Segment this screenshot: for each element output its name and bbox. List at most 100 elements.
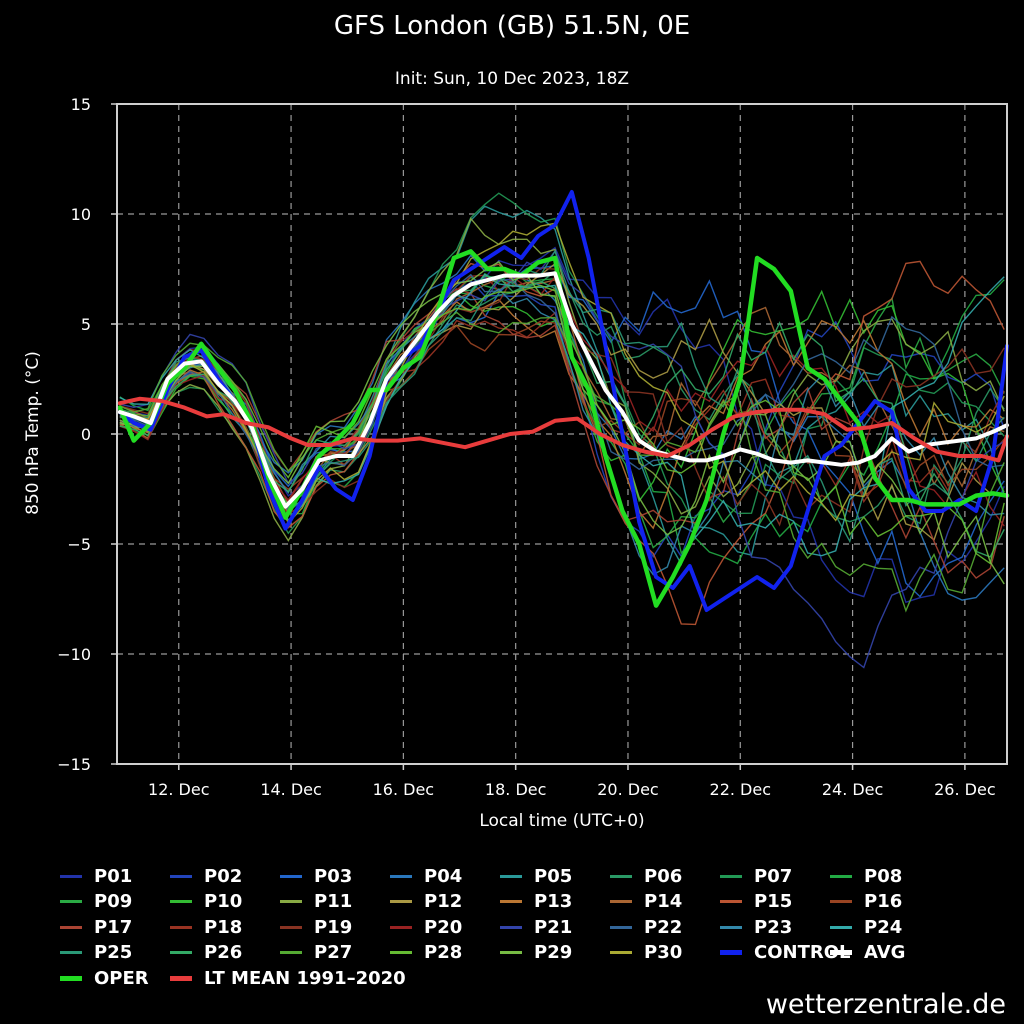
axis-ticks: 15 10 5 0 −5 −10 −15 12. Dec 14. Dec 16. Dec 18. D…	[57, 95, 995, 799]
ensemble-line-P01	[119, 246, 1005, 604]
x-tick-label: 22. Dec	[710, 780, 772, 799]
legend-swatch	[720, 925, 742, 929]
legend-label: P15	[754, 891, 793, 912]
legend-label: P30	[644, 942, 683, 963]
ensemble-lines	[119, 192, 1005, 669]
legend-swatch	[170, 874, 192, 878]
legend-label: P25	[94, 942, 133, 963]
legend-label: P27	[314, 942, 353, 963]
legend-item-p09: P09	[60, 890, 132, 914]
legend-item-p07: P07	[720, 864, 792, 888]
legend-swatch	[170, 951, 192, 954]
legend-swatch	[720, 900, 742, 903]
legend-item-p11: P11	[280, 890, 352, 914]
series-line-control	[117, 190, 1009, 612]
series-line-avg	[117, 271, 1009, 509]
legend-label: P23	[754, 916, 793, 938]
legend-swatch	[830, 925, 852, 929]
ensemble-line-P28	[119, 284, 1005, 565]
brand-watermark: wetterzentrale.de	[765, 989, 1006, 1020]
legend-label: P17	[94, 916, 133, 938]
legend-label: P22	[644, 916, 683, 938]
chart-subtitle: Init: Sun, 10 Dec 2023, 18Z	[395, 69, 629, 89]
legend-label: P09	[94, 891, 133, 912]
legend-label: P21	[534, 916, 573, 938]
x-tick-label: 14. Dec	[260, 780, 322, 799]
legend-item-p17: P17	[60, 915, 132, 939]
legend-swatch	[720, 874, 742, 878]
legend-swatch	[60, 925, 82, 929]
legend-item-avg: AVG	[830, 941, 905, 965]
legend-label: P05	[534, 865, 573, 887]
x-axis-label: Local time (UTC+0)	[479, 811, 644, 831]
ensemble-line-P23	[119, 288, 1005, 576]
y-axis-label: 850 hPa Temp. (°C)	[23, 351, 43, 515]
legend-label: AVG	[864, 942, 906, 963]
legend-swatch	[170, 900, 192, 903]
legend-item-p14: P14	[610, 890, 682, 914]
legend-swatch	[280, 874, 302, 878]
legend-item-p01: P01	[60, 864, 132, 888]
legend-swatch	[830, 950, 852, 955]
legend-label: P29	[534, 942, 573, 963]
legend-swatch	[500, 874, 522, 878]
legend-item-p22: P22	[610, 915, 682, 939]
legend-swatch	[830, 900, 852, 903]
legend-swatch	[390, 951, 412, 954]
legend-item-p03: P03	[280, 864, 352, 888]
legend-label: P13	[534, 891, 573, 912]
y-tick-label: 5	[81, 315, 91, 334]
legend-item-p21: P21	[500, 915, 572, 939]
legend-item-p24: P24	[830, 915, 902, 939]
legend-item-p26: P26	[170, 941, 242, 965]
ensemble-line-P21	[119, 249, 1005, 669]
legend-label: P26	[204, 942, 243, 963]
legend-label: CONTROL	[754, 942, 851, 963]
legend-swatch	[60, 900, 82, 903]
legend-label: LT MEAN 1991–2020	[204, 967, 406, 989]
legend-swatch	[60, 874, 82, 878]
chart-canvas: GFS London (GB) 51.5N, 0E Init: Sun, 10 …	[23, 11, 1010, 831]
x-tick-label: 20. Dec	[597, 780, 659, 799]
x-tick-label: 26. Dec	[934, 780, 996, 799]
legend-swatch	[610, 874, 632, 878]
legend-label: P10	[204, 891, 243, 912]
legend-item-p02: P02	[170, 864, 242, 888]
main-series-lines	[117, 190, 1010, 612]
legend-swatch	[500, 925, 522, 929]
legend-swatch	[390, 874, 412, 878]
y-tick-label: 15	[71, 95, 91, 114]
legend-swatch	[170, 975, 192, 981]
chart-title: GFS London (GB) 51.5N, 0E	[334, 11, 690, 41]
legend-item-p23: P23	[720, 915, 792, 939]
x-tick-label: 12. Dec	[148, 780, 210, 799]
legend-label: P16	[864, 891, 903, 912]
legend-label: P06	[644, 865, 683, 887]
legend-label: P12	[424, 891, 463, 912]
legend-label: P03	[314, 865, 353, 887]
legend-item-oper: OPER	[60, 966, 149, 990]
legend-label: P01	[94, 865, 133, 887]
legend-label: P14	[644, 891, 683, 912]
legend-swatch	[170, 925, 192, 929]
x-tick-label: 18. Dec	[485, 780, 547, 799]
legend-label: P24	[864, 916, 903, 938]
legend-swatch	[830, 874, 852, 878]
legend-swatch	[60, 951, 82, 954]
legend-label: OPER	[94, 967, 149, 989]
legend-item-p08: P08	[830, 864, 902, 888]
y-tick-label: −15	[57, 755, 91, 774]
legend-swatch	[720, 950, 742, 955]
legend-item-p30: P30	[610, 941, 682, 965]
legend-swatch	[610, 900, 632, 903]
legend-item-p27: P27	[280, 941, 352, 965]
legend-label: P04	[424, 865, 463, 887]
legend-item-p18: P18	[170, 915, 242, 939]
legend-label: P20	[424, 916, 463, 938]
legend-item-p06: P06	[610, 864, 682, 888]
legend-swatch	[500, 900, 522, 903]
legend-item-p10: P10	[170, 890, 242, 914]
y-tick-label: −10	[57, 645, 91, 664]
y-tick-label: −5	[67, 535, 91, 554]
ensemble-line-P27	[119, 311, 1005, 613]
